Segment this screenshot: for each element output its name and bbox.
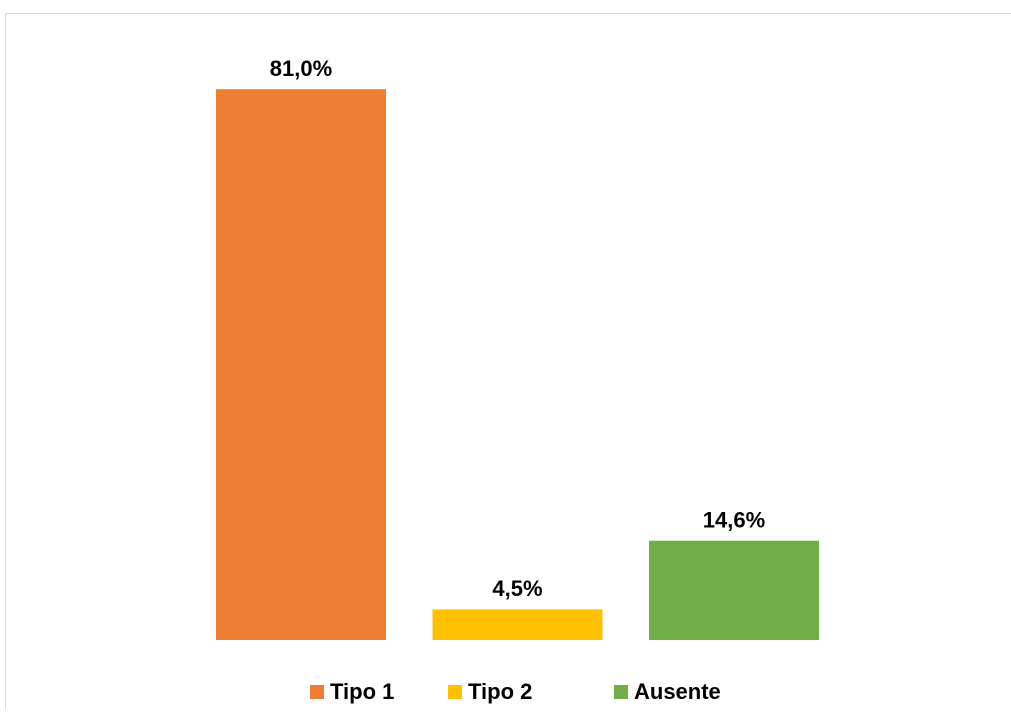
bar xyxy=(433,609,603,640)
legend-swatch xyxy=(310,685,324,699)
data-label: 81,0% xyxy=(270,56,332,81)
bar xyxy=(216,89,386,640)
legend-label: Tipo 2 xyxy=(468,679,532,704)
data-label: 4,5% xyxy=(492,576,542,601)
legend-label: Tipo 1 xyxy=(330,679,394,704)
legend-swatch xyxy=(614,685,628,699)
legend-swatch xyxy=(448,685,462,699)
chart-border xyxy=(6,14,1011,710)
bar xyxy=(649,541,819,640)
data-label: 14,6% xyxy=(703,508,765,533)
legend-label: Ausente xyxy=(634,679,721,704)
